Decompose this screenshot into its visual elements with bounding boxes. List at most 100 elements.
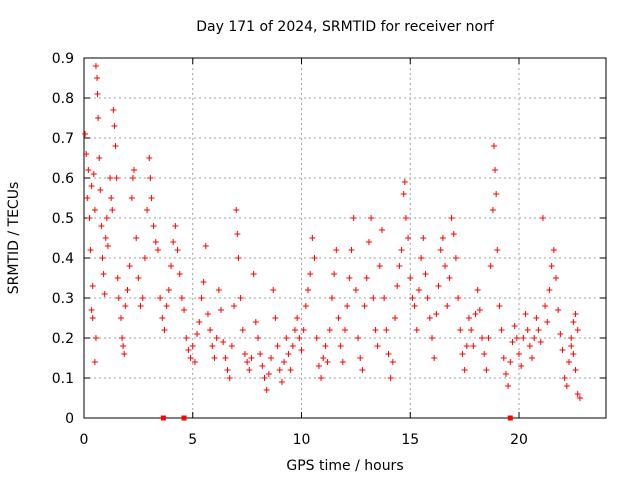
data-point (342, 327, 348, 333)
data-point (398, 247, 405, 253)
data-point (246, 367, 253, 373)
data-point (102, 235, 109, 241)
data-point (87, 247, 94, 253)
data-point (505, 383, 512, 389)
data-point (405, 235, 412, 241)
data-point (568, 335, 575, 341)
data-point (89, 283, 96, 289)
data-point (535, 327, 542, 333)
data-point (402, 215, 409, 221)
data-point (422, 271, 429, 277)
data-point (285, 351, 292, 357)
data-point (309, 235, 316, 241)
data-point (331, 271, 338, 277)
data-point (333, 247, 340, 253)
data-point (122, 303, 129, 309)
data-point (385, 351, 392, 357)
data-point (231, 303, 238, 309)
data-point (572, 367, 579, 373)
data-point (265, 371, 272, 377)
data-point (370, 295, 377, 301)
data-point (278, 379, 285, 385)
data-point (137, 303, 144, 309)
data-point (315, 363, 322, 369)
data-point (82, 131, 89, 137)
data-point (426, 315, 433, 321)
data-point (85, 167, 92, 173)
data-point (99, 255, 106, 261)
data-point (572, 311, 579, 317)
data-point (147, 175, 154, 181)
data-point (83, 151, 90, 157)
data-point (234, 231, 241, 237)
data-point (139, 295, 146, 301)
data-point (320, 355, 327, 361)
data-point (424, 295, 431, 301)
x-tick-labels: 0 5 10 15 20 (80, 432, 528, 448)
data-point (392, 315, 399, 321)
data-point (531, 335, 538, 341)
data-point (544, 319, 551, 325)
data-point (413, 327, 420, 333)
data-point (222, 355, 229, 361)
data-point (152, 239, 159, 245)
data-point (224, 367, 231, 373)
data-point (263, 387, 270, 393)
data-point (94, 75, 101, 81)
data-point (435, 283, 442, 289)
data-point (500, 355, 507, 361)
data-point (115, 295, 122, 301)
data-point (476, 307, 483, 313)
data-point (89, 315, 96, 321)
data-point (526, 343, 533, 349)
data-point (207, 327, 214, 333)
data-point (492, 167, 499, 173)
data-point (322, 343, 329, 349)
data-point (88, 307, 95, 313)
data-point (368, 215, 375, 221)
chart-title: Day 171 of 2024, SRMTID for receiver nor… (196, 19, 495, 35)
plot-frame (83, 57, 607, 419)
data-point (104, 243, 111, 249)
data-point (291, 327, 298, 333)
data-point (546, 287, 553, 293)
data-point (496, 303, 503, 309)
data-point (255, 335, 261, 341)
data-point (121, 351, 128, 357)
data-point (185, 347, 192, 353)
data-point (498, 327, 505, 333)
data-point (522, 311, 529, 317)
data-point (144, 207, 151, 213)
data-point (542, 303, 549, 309)
zero-marker (160, 415, 166, 421)
x-axis-label: GPS time / hours (286, 458, 403, 474)
data-point (270, 287, 277, 293)
data-point (442, 263, 449, 269)
data-point (566, 359, 573, 365)
data-point (550, 247, 557, 253)
data-point (418, 255, 425, 261)
data-point (511, 323, 518, 329)
y-tick-label: 0.8 (52, 91, 74, 107)
data-point (111, 123, 118, 129)
data-point (401, 179, 408, 185)
data-point (215, 287, 222, 293)
data-point (433, 311, 440, 317)
data-point (220, 339, 227, 345)
data-point (465, 315, 472, 321)
data-point (110, 107, 117, 113)
y-tick-label: 0.2 (52, 331, 74, 347)
data-point (178, 295, 185, 301)
data-point (318, 375, 325, 381)
x-tick-label: 15 (401, 432, 419, 448)
data-point (518, 363, 525, 369)
data-point (520, 335, 527, 341)
data-point (172, 223, 179, 229)
data-point (196, 319, 203, 325)
data-point (124, 287, 131, 293)
data-point (159, 315, 166, 321)
data-point (103, 215, 110, 221)
data-point (507, 359, 514, 365)
data-point (133, 235, 140, 241)
data-point (529, 355, 536, 361)
